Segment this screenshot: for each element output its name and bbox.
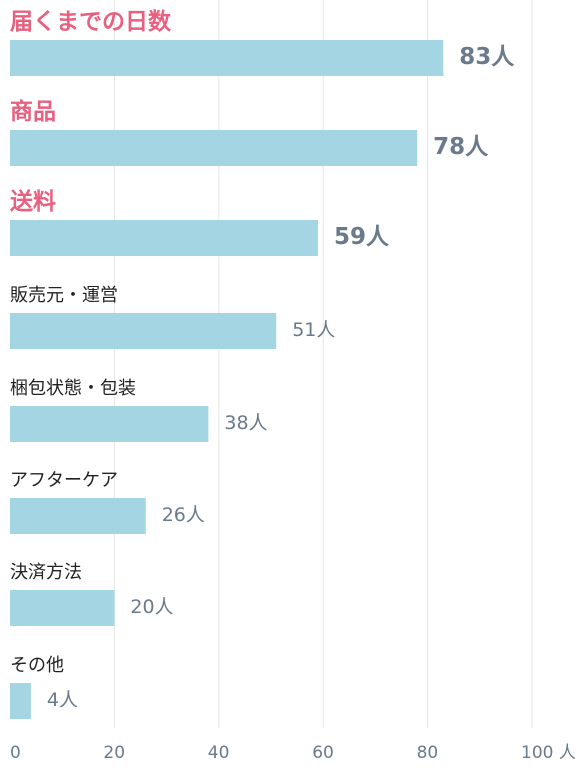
- value-label: 59人: [333, 224, 389, 250]
- bar-7: [10, 683, 31, 719]
- x-tick-label: 100 人: [521, 743, 576, 763]
- value-label: 26人: [161, 504, 205, 526]
- category-label: 商品: [10, 99, 56, 125]
- category-label: 送料: [10, 189, 56, 215]
- category-label: 梱包状態・包装: [10, 378, 136, 399]
- value-label: 78人: [433, 134, 489, 160]
- bar-5: [10, 498, 146, 534]
- value-label: 51人: [292, 319, 336, 341]
- x-tick-label: 40: [207, 743, 230, 763]
- x-tick-label: 0: [10, 743, 21, 763]
- bar-4: [10, 406, 209, 442]
- value-label: 83人: [459, 44, 515, 70]
- x-tick-label: 80: [416, 743, 439, 763]
- category-label: その他: [10, 655, 64, 676]
- bar-1: [10, 130, 418, 166]
- category-label: 届くまでの日数: [10, 9, 171, 35]
- value-label: 20人: [130, 596, 174, 618]
- value-label: 4人: [46, 689, 78, 711]
- bar-0: [10, 40, 444, 76]
- category-label: アフターケア: [10, 470, 118, 491]
- bar-6: [10, 590, 115, 626]
- x-tick-label: 20: [103, 743, 126, 763]
- value-label: 38人: [224, 412, 268, 434]
- category-label: 決済方法: [10, 562, 82, 583]
- x-tick-label: 60: [312, 743, 334, 763]
- bar-2: [10, 220, 318, 256]
- category-label: 販売元・運営: [10, 285, 118, 306]
- bar-3: [10, 313, 277, 349]
